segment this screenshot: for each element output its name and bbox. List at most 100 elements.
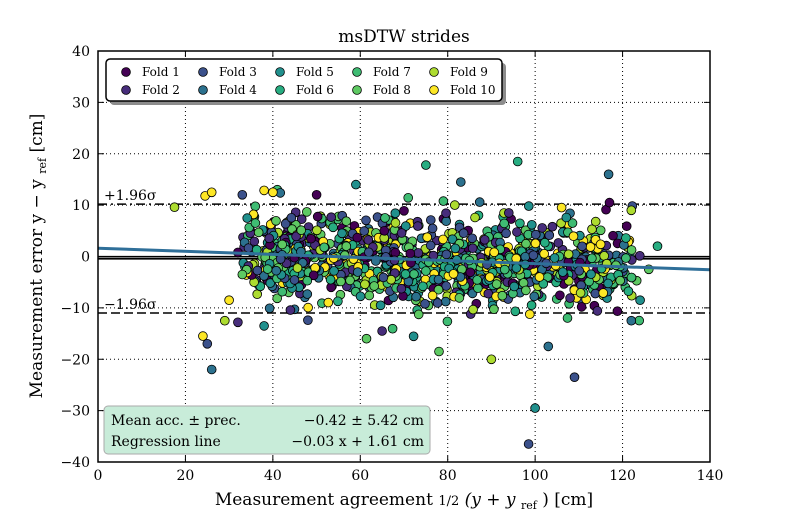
legend-label: Fold 3 [219, 65, 257, 79]
scatter-point [484, 272, 495, 282]
scatter-point [565, 293, 575, 303]
scatter-point [352, 267, 363, 277]
scatter-point [243, 243, 254, 253]
scatter-point [206, 364, 217, 375]
scatter-point [319, 242, 330, 253]
scatter-point [511, 263, 522, 273]
scatter-point [311, 190, 322, 200]
scatter-point [470, 212, 480, 223]
scatter-point [634, 251, 645, 261]
scatter-point [265, 278, 276, 288]
y-tick-label: −40 [60, 455, 90, 471]
scatter-point [360, 279, 370, 290]
scatter-point [555, 290, 565, 301]
scatter-point [333, 296, 343, 307]
y-tick-label: 40 [72, 44, 90, 60]
scatter-point [467, 233, 478, 244]
scatter-point [626, 315, 637, 326]
scatter-point [503, 208, 514, 218]
scatter-point [400, 221, 411, 231]
scatter-point [364, 290, 375, 301]
scatter-point [421, 160, 431, 170]
stats-row-1-label: Mean acc. ± prec. [111, 413, 241, 429]
y-tick-label: 20 [72, 147, 90, 163]
scatter-point [530, 238, 541, 249]
scatter-point [509, 281, 520, 292]
legend-label: Fold 7 [373, 65, 411, 79]
scatter-point [567, 218, 578, 228]
scatter-point [303, 302, 313, 313]
x-tick-label: 140 [697, 468, 724, 484]
scatter-point [576, 302, 587, 312]
scatter-point [612, 306, 623, 317]
scatter-point [306, 233, 316, 244]
scatter-point [440, 296, 451, 307]
scatter-point [455, 177, 466, 187]
legend-marker [352, 67, 362, 77]
scatter-point [418, 281, 428, 292]
legend-label: Fold 4 [219, 83, 257, 97]
scatter-point [491, 279, 502, 289]
legend-marker [352, 85, 362, 95]
x-tick-label: 0 [94, 468, 103, 484]
scatter-point [497, 290, 508, 301]
scatter-point [621, 233, 631, 243]
scatter-point [202, 338, 213, 349]
scatter-point [587, 224, 597, 235]
scatter-point [420, 298, 430, 309]
y-axis-title-suffix: [cm] [27, 114, 47, 153]
scatter-point [575, 288, 586, 298]
scatter-point [403, 193, 414, 203]
scatter-point [489, 304, 499, 315]
scatter-point [553, 238, 564, 248]
scatter-point [563, 249, 574, 260]
scatter-point [489, 247, 500, 258]
scatter-point [537, 223, 547, 233]
scatter-point [363, 247, 374, 258]
scatter-point [302, 275, 313, 286]
scatter-point [308, 270, 319, 281]
scatter-point [326, 212, 337, 223]
scatter-point [586, 269, 596, 280]
scatter-point [286, 213, 297, 223]
scatter-point [296, 214, 307, 225]
grid [98, 51, 710, 462]
legend-marker [429, 85, 439, 95]
legend-label: Fold 10 [450, 83, 496, 97]
scatter-point [421, 266, 431, 276]
scatter-point [390, 218, 401, 228]
scatter-point [473, 283, 483, 294]
scatter-point [626, 205, 637, 216]
x-axis-title-subscript: ref [521, 499, 538, 512]
scatter-point [325, 274, 336, 285]
scatter-point [526, 220, 537, 230]
scatter-point [396, 283, 407, 294]
scatter-point [441, 249, 452, 260]
scatter-point [400, 269, 411, 279]
scatter-point [539, 237, 550, 248]
scatter-point [512, 156, 523, 167]
x-tick-label: 80 [439, 468, 457, 484]
scatter-point [608, 230, 618, 241]
scatter-point [441, 208, 451, 219]
scatter-point [465, 267, 476, 278]
regression-line-group [97, 246, 711, 272]
scatter-point [549, 253, 560, 263]
x-axis-title-fraction: 1/2 [438, 494, 459, 509]
scatter-point [233, 317, 243, 328]
scatter-point [539, 249, 549, 259]
scatter-point [569, 372, 580, 383]
scatter-point [264, 303, 275, 314]
scatter-point [405, 248, 416, 259]
scatter-point [544, 230, 555, 241]
legend-label: Fold 5 [296, 65, 334, 79]
scatter-point [259, 185, 269, 196]
scatter-point [296, 225, 307, 236]
scatter-point [206, 187, 217, 198]
y-axis-title-subscript: ref [36, 157, 49, 174]
scatter-point [652, 241, 663, 252]
scatter-point [375, 300, 386, 311]
scatter-point [447, 234, 458, 245]
scatter-point [242, 213, 253, 223]
scatter-point [387, 323, 398, 334]
